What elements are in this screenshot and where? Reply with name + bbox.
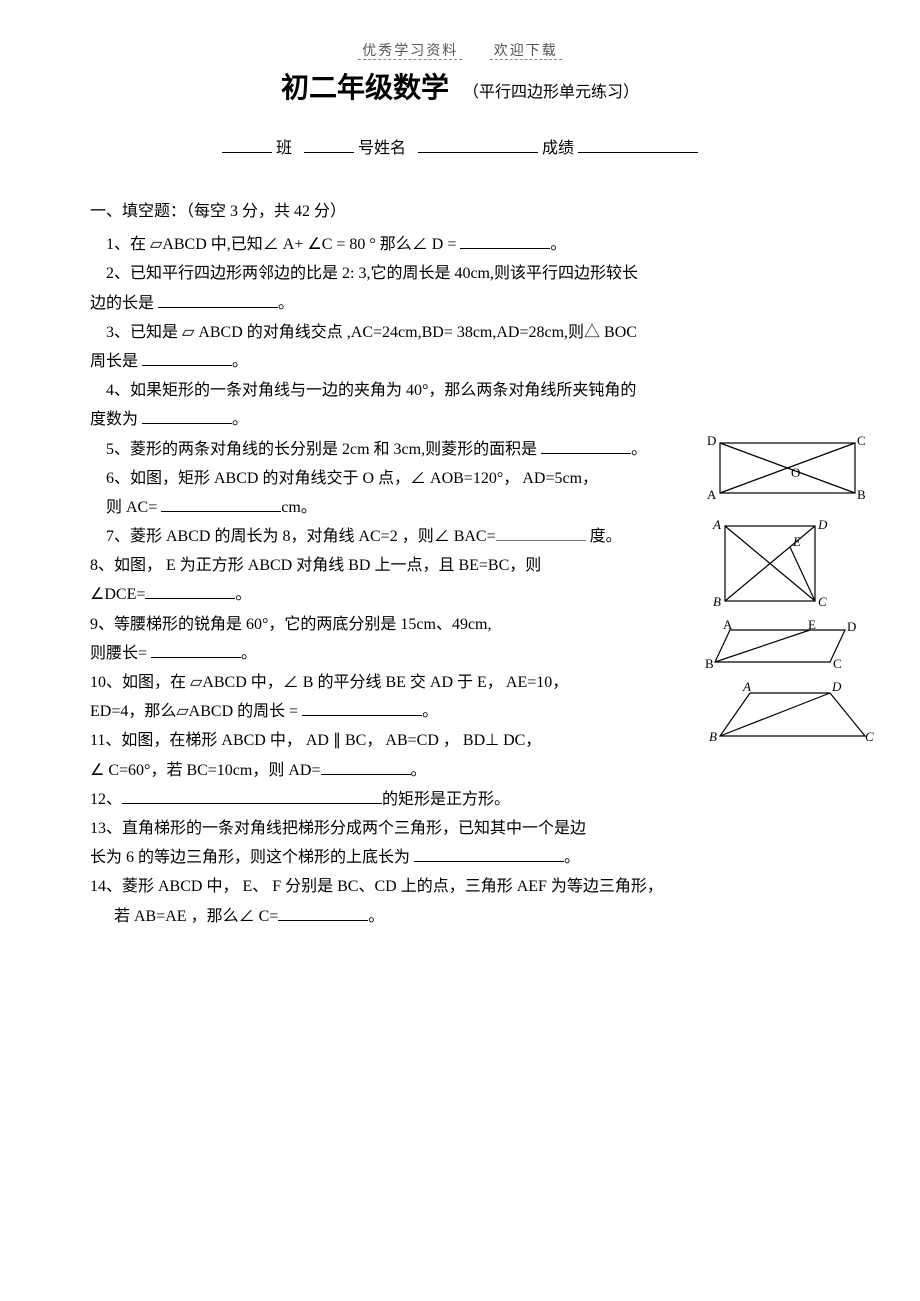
header-note: 优秀学习资料 欢迎下载: [90, 40, 830, 60]
question-3-line2: 周长是 。: [90, 348, 830, 375]
fig3-label-C: C: [833, 656, 842, 671]
question-1: 1、在 ▱ABCD 中,已知∠ A+ ∠C = 80 ° 那么∠ D = 。: [90, 231, 830, 258]
question-2: 2、已知平行四边形两邻边的比是 2: 3,它的周长是 40cm,则该平行四边形较…: [90, 260, 830, 287]
fig3-label-B: B: [705, 656, 714, 671]
fig4-label-A: A: [742, 681, 751, 694]
question-4: 4、如果矩形的一条对角线与一边的夹角为 40°，那么两条对角线所夹钝角的: [90, 377, 830, 404]
figure-parallelogram-bisector: A B C D E: [705, 620, 865, 675]
figures-container: A B C D O A B C D E: [705, 433, 875, 757]
score-label: 成绩: [542, 140, 574, 157]
fig1-label-B: B: [857, 487, 866, 502]
info-line: 班 号姓名 成绩: [90, 134, 830, 158]
fig2-label-E: E: [792, 534, 801, 549]
fig1-label-D: D: [707, 433, 716, 448]
fig4-label-C: C: [865, 729, 874, 744]
parallelogram-glyph: ▱: [150, 236, 162, 253]
section-heading: 一、填空题：（每空 3 分，共 42 分）: [90, 198, 830, 225]
page-subtitle: （平行四边形单元练习）: [463, 84, 639, 101]
blank-q8[interactable]: [145, 583, 235, 599]
fig3-label-E: E: [808, 620, 816, 632]
figure-square-diagonal-e: A B C D E: [705, 514, 840, 614]
question-12: 12、的矩形是正方形。: [90, 786, 830, 813]
question-13-line2: 长为 6 的等边三角形，则这个梯形的上底长为 。: [90, 844, 830, 871]
fig1-label-O: O: [791, 465, 800, 480]
blank-q5[interactable]: [541, 438, 631, 454]
blank-number[interactable]: [304, 137, 354, 153]
figure-trapezium: A B C D: [705, 681, 875, 751]
blank-q7[interactable]: [496, 525, 586, 541]
blank-q11[interactable]: [321, 759, 411, 775]
blank-name[interactable]: [418, 137, 538, 153]
blank-score[interactable]: [578, 137, 698, 153]
title-line: 初二年级数学 （平行四边形单元练习）: [90, 66, 830, 106]
question-11-line2: ∠ C=60°，若 BC=10cm，则 AD=。: [90, 757, 830, 784]
fig4-label-B: B: [709, 729, 717, 744]
fig3-label-A: A: [723, 620, 733, 632]
class-label: 班: [276, 140, 292, 157]
fig1-label-C: C: [857, 433, 866, 448]
no-label: 号姓名: [358, 140, 406, 157]
blank-q13[interactable]: [414, 846, 564, 862]
fig2-label-C: C: [818, 594, 827, 609]
figure-rectangle-diagonals: A B C D O: [705, 433, 870, 508]
parallelogram-glyph: ▱: [182, 324, 194, 341]
blank-q9[interactable]: [151, 642, 241, 658]
parallelogram-glyph: ▱: [190, 674, 202, 691]
blank-q14[interactable]: [278, 905, 368, 921]
blank-q4[interactable]: [142, 408, 232, 424]
fig2-label-D: D: [817, 517, 828, 532]
question-2-line2: 边的长是 。: [90, 290, 830, 317]
question-4-line2: 度数为 。: [90, 406, 830, 433]
question-area: 一、填空题：（每空 3 分，共 42 分） 1、在 ▱ABCD 中,已知∠ A+…: [90, 198, 830, 930]
page-title: 初二年级数学: [281, 73, 449, 104]
question-14: 14、菱形 ABCD 中， E、 F 分别是 BC、CD 上的点，三角形 AEF…: [90, 873, 830, 900]
header-note-right: 欢迎下载: [490, 44, 562, 60]
header-note-left: 优秀学习资料: [358, 44, 462, 60]
fig1-label-A: A: [707, 487, 717, 502]
blank-q2[interactable]: [158, 292, 278, 308]
question-14-line2: 若 AB=AE ，那么∠ C=。: [90, 903, 830, 930]
blank-q6[interactable]: [161, 496, 281, 512]
fig2-label-B: B: [713, 594, 721, 609]
blank-q12[interactable]: [122, 788, 382, 804]
question-3: 3、已知是 ▱ ABCD 的对角线交点 ,AC=24cm,BD= 38cm,AD…: [90, 319, 830, 346]
fig2-label-A: A: [712, 517, 721, 532]
parallelogram-glyph: ▱: [176, 703, 188, 720]
question-13: 13、直角梯形的一条对角线把梯形分成两个三角形，已知其中一个是边: [90, 815, 830, 842]
fig3-label-D: D: [847, 620, 856, 634]
blank-q10[interactable]: [302, 700, 422, 716]
blank-q1[interactable]: [460, 233, 550, 249]
blank-q3[interactable]: [142, 350, 232, 366]
blank-class[interactable]: [222, 137, 272, 153]
fig4-label-D: D: [831, 681, 842, 694]
